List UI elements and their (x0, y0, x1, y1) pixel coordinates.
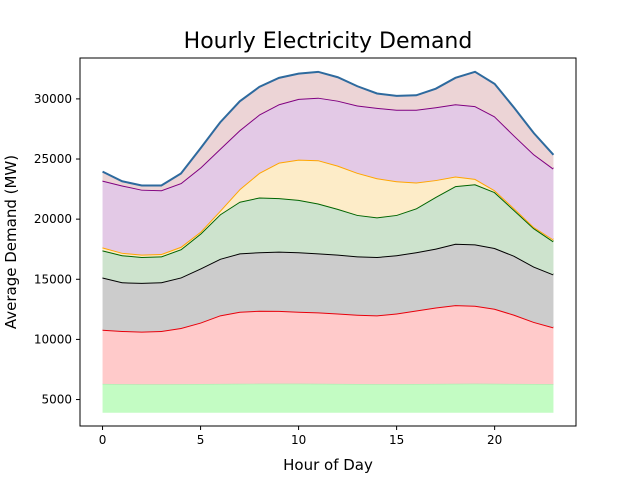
x-tick-label: 20 (487, 433, 502, 447)
y-tick-label: 15000 (34, 272, 72, 286)
y-tick-label: 10000 (34, 332, 72, 346)
x-axis: 0 5 10 15 20 (99, 426, 502, 447)
x-axis-label: Hour of Day (283, 456, 373, 474)
series-1-area (102, 383, 554, 413)
plot-frame (79, 57, 577, 427)
chart-title: Hourly Electricity Demand (184, 29, 473, 54)
y-axis-label: Average Demand (MW) (2, 155, 20, 329)
series-layer (102, 70, 555, 413)
series-7-line (102, 70, 555, 187)
x-tick-label: 5 (197, 433, 205, 447)
x-tick-label: 15 (389, 433, 404, 447)
y-tick-label: 25000 (34, 152, 72, 166)
y-axis: 5000 10000 15000 20000 25000 30000 (34, 92, 80, 407)
y-tick-label: 20000 (34, 212, 72, 226)
x-tick-label: 10 (291, 433, 306, 447)
x-tick-label: 0 (99, 433, 107, 447)
series-3-area (102, 243, 554, 332)
series-7-area (102, 71, 554, 191)
y-tick-label: 30000 (34, 92, 72, 106)
series-2-area (102, 305, 554, 385)
series-4-area (102, 184, 554, 283)
series-6-area (102, 97, 554, 255)
y-tick-label: 5000 (41, 393, 72, 407)
series-5-area (102, 159, 554, 258)
